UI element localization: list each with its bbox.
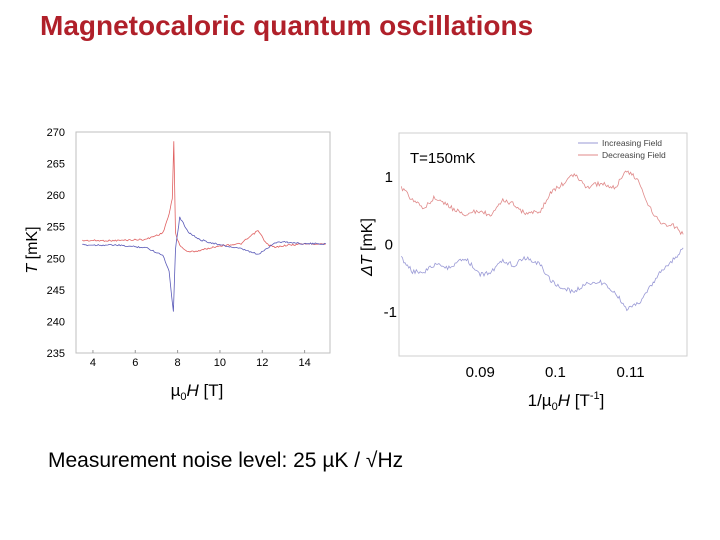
left-x-ticks: 4 6 8 10 12 14	[90, 350, 311, 369]
left-y-axis-label: T [mK]	[24, 226, 41, 273]
right-x-ticks: 0.09 0.1 0.11	[466, 364, 645, 381]
right-x-tick-label: 0.09	[466, 364, 495, 381]
left-series-group	[82, 141, 326, 312]
left-x-tick-label: 10	[214, 357, 226, 369]
left-y-tick-label: 250	[47, 253, 65, 265]
left-x-tick-label: 14	[298, 357, 310, 369]
right-series-increasing-line	[400, 247, 684, 312]
right-y-tick-label: 0	[385, 237, 393, 254]
right-y-tick-label: -1	[384, 304, 397, 321]
left-x-tick-label: 8	[175, 357, 181, 369]
left-y-tick-label: 240	[47, 316, 65, 328]
right-series-group	[400, 170, 684, 312]
right-series-decreasing-line	[400, 170, 684, 236]
right-y-axis-label: ΔT [mK]	[359, 218, 376, 277]
left-y-tick-label: 260	[47, 190, 65, 202]
left-series-red-line	[82, 141, 326, 253]
left-series-blue-line	[82, 216, 326, 312]
left-y-tick-label: 265	[47, 159, 65, 171]
slide-title: Magnetocaloric quantum oscillations	[40, 10, 534, 41]
left-x-axis-label: µ0H [T]	[171, 381, 224, 403]
left-y-tick-label: 255	[47, 222, 65, 234]
legend-label: Increasing Field	[602, 138, 662, 148]
left-y-tick-label: 235	[47, 348, 65, 360]
left-y-ticks: 235 240 245 250 255 260 265 270	[47, 127, 65, 360]
left-x-tick-label: 4	[90, 357, 96, 369]
left-x-tick-label: 6	[132, 357, 138, 369]
right-y-tick-label: 1	[385, 169, 393, 186]
left-y-tick-label: 270	[47, 127, 65, 139]
right-plot-frame	[398, 132, 688, 357]
legend-label: Decreasing Field	[602, 150, 666, 160]
right-annotation: T=150mK	[410, 150, 475, 167]
noise-level-note: Measurement noise level: 25 µK / √Hz	[48, 449, 404, 472]
right-x-axis-label: 1/µ0H [T-1]	[528, 390, 605, 413]
left-y-tick-label: 245	[47, 285, 65, 297]
right-x-tick-label: 0.1	[545, 364, 566, 381]
right-x-tick-label: 0.11	[617, 364, 645, 381]
left-x-tick-label: 12	[256, 357, 268, 369]
right-y-ticks: 1 0 -1	[384, 169, 397, 321]
right-legend: Increasing Field Decreasing Field	[578, 138, 666, 160]
